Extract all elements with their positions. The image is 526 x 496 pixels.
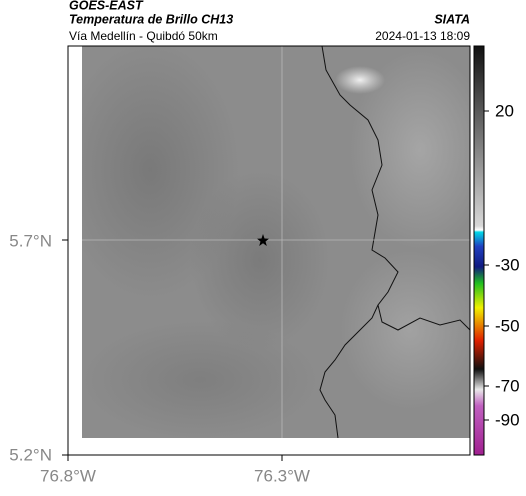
lon-label: 76.3°W (254, 466, 310, 485)
colorbar-label: 20 (495, 101, 514, 120)
agency: SIATA (434, 12, 470, 26)
colorbar-label: -30 (495, 255, 520, 274)
timestamp: 2024-01-13 18:09 (375, 29, 470, 43)
source: GOES-EAST (69, 0, 144, 12)
colorbar-ticks: 20 -30 -50 -70 -90 (484, 101, 520, 429)
satellite-image (82, 46, 470, 438)
lat-label: 5.2°N (9, 445, 52, 464)
location-marker (257, 234, 269, 246)
colorbar-label: -90 (495, 410, 520, 429)
colorbar-label: -70 (495, 376, 520, 395)
map-frame (67, 45, 471, 456)
colorbar-label: -50 (495, 316, 520, 335)
colorbar (473, 45, 485, 456)
lon-label: 76.8°W (40, 466, 96, 485)
lat-label: 5.7°N (9, 231, 52, 250)
subtitle: Vía Medellín - Quibdó 50km (69, 29, 218, 43)
title: Temperatura de Brillo CH13 (69, 12, 233, 26)
